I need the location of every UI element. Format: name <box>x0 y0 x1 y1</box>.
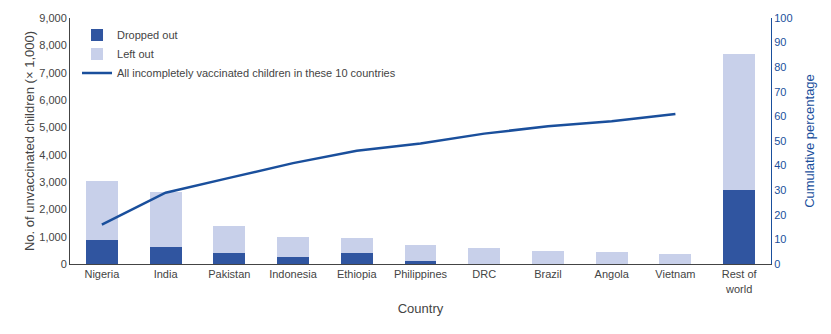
svg-text:8,000: 8,000 <box>39 39 67 51</box>
svg-text:9,000: 9,000 <box>39 12 67 24</box>
svg-text:60: 60 <box>774 110 786 122</box>
svg-text:7,000: 7,000 <box>39 67 67 79</box>
svg-text:Cumulative percentage: Cumulative percentage <box>802 74 817 208</box>
svg-text:Rest ofworld: Rest ofworld <box>722 268 758 294</box>
svg-text:Brazil: Brazil <box>534 268 562 280</box>
svg-text:Left out: Left out <box>117 48 154 60</box>
svg-text:5,000: 5,000 <box>39 121 67 133</box>
svg-text:Indonesia: Indonesia <box>269 268 318 280</box>
svg-text:70: 70 <box>774 86 786 98</box>
svg-text:Vietnam: Vietnam <box>655 268 695 280</box>
svg-text:Pakistan: Pakistan <box>208 268 250 280</box>
svg-text:DRC: DRC <box>472 268 496 280</box>
svg-text:30: 30 <box>774 184 786 196</box>
svg-text:6,000: 6,000 <box>39 94 67 106</box>
svg-text:Nigeria: Nigeria <box>84 268 120 280</box>
svg-text:90: 90 <box>774 36 786 48</box>
svg-text:100: 100 <box>774 12 792 24</box>
svg-text:4,000: 4,000 <box>39 149 67 161</box>
svg-text:0: 0 <box>61 258 67 270</box>
svg-text:All incompletely vaccinated ch: All incompletely vaccinated children in … <box>117 67 396 79</box>
svg-text:Philippines: Philippines <box>394 268 448 280</box>
svg-text:Dropped out: Dropped out <box>117 29 178 41</box>
svg-text:Country: Country <box>398 301 444 316</box>
svg-text:2,000: 2,000 <box>39 203 67 215</box>
svg-text:1,000: 1,000 <box>39 231 67 243</box>
svg-text:No. of unvaccinated children (: No. of unvaccinated children (× 1,000) <box>22 31 37 251</box>
svg-text:80: 80 <box>774 61 786 73</box>
svg-text:40: 40 <box>774 159 786 171</box>
svg-text:20: 20 <box>774 209 786 221</box>
svg-text:50: 50 <box>774 135 786 147</box>
svg-text:India: India <box>154 268 179 280</box>
svg-text:10: 10 <box>774 233 786 245</box>
svg-text:0: 0 <box>774 258 780 270</box>
svg-text:Ethiopia: Ethiopia <box>337 268 378 280</box>
svg-text:Angola: Angola <box>595 268 630 280</box>
svg-text:3,000: 3,000 <box>39 176 67 188</box>
